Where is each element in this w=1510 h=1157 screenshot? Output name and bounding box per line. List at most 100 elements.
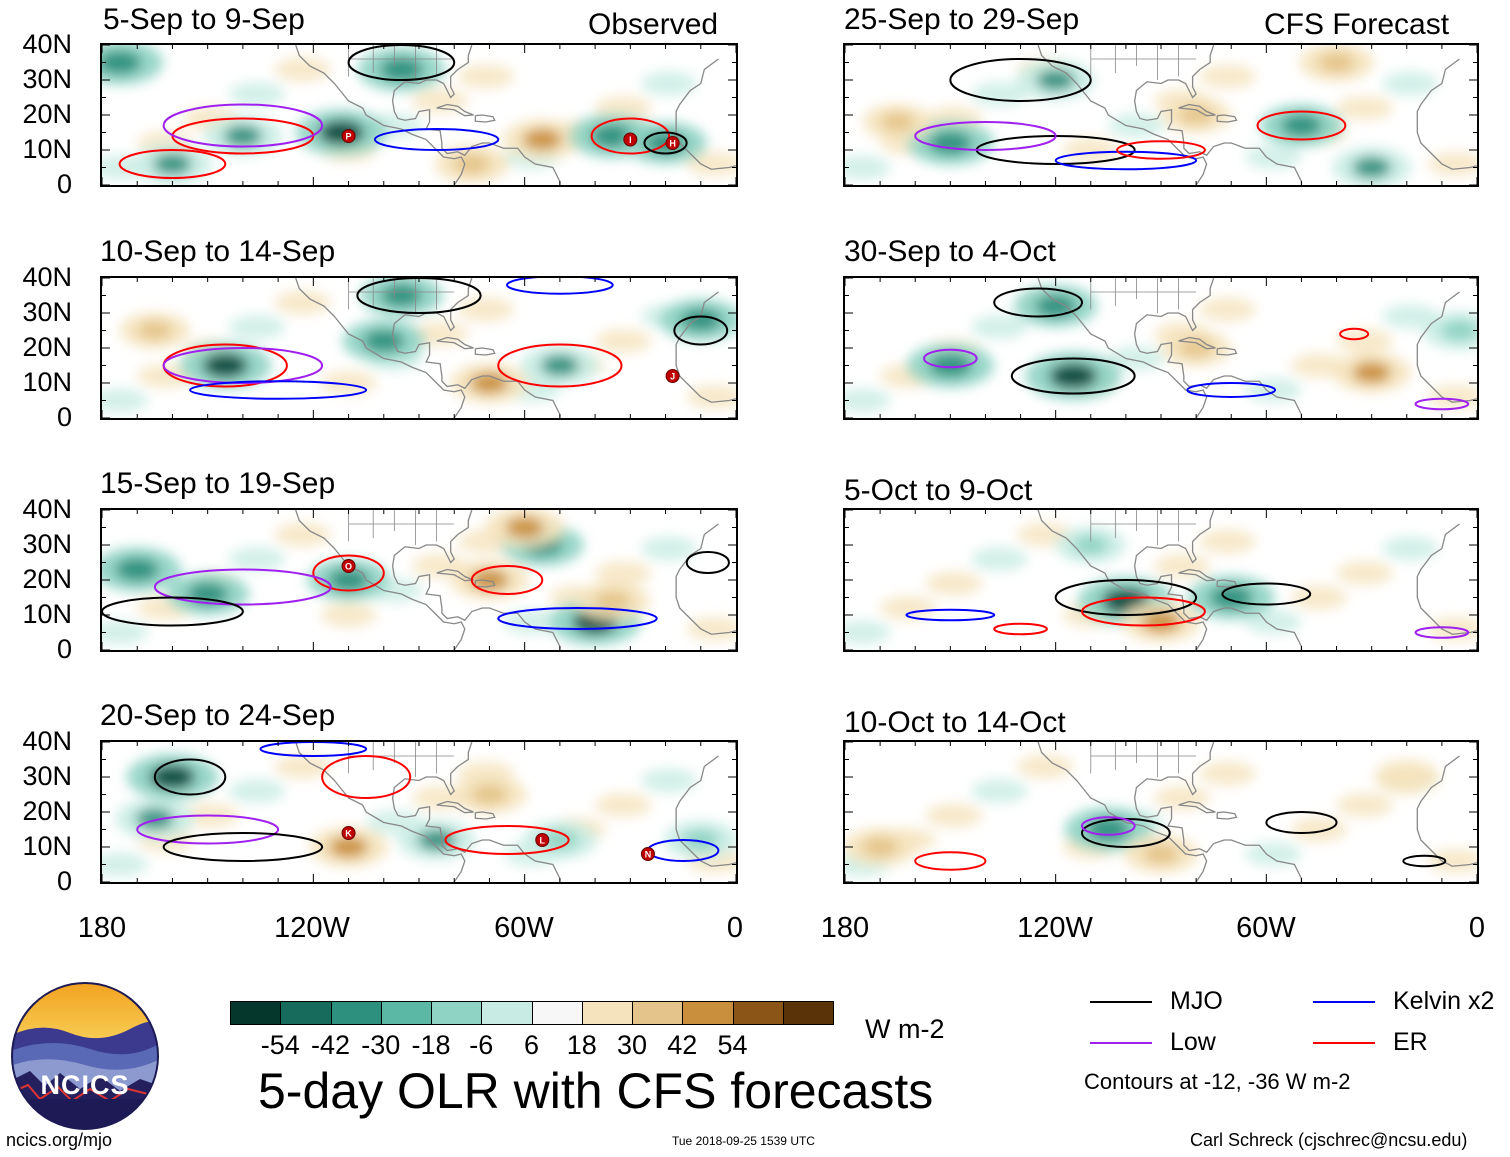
olr-anomaly-core (1209, 585, 1253, 610)
storm-marker (341, 559, 356, 573)
y-tick-label: 30N (22, 64, 72, 94)
coastline-pacific (1037, 45, 1208, 185)
coastline-africa (1416, 523, 1477, 635)
colorbar-label: 18 (566, 1030, 597, 1060)
olr-background-blob (1199, 761, 1256, 786)
contour-kelvin (373, 128, 500, 151)
legend-kelvin: Kelvin x2 (1393, 987, 1495, 1015)
y-tick-label: 40N (22, 494, 72, 524)
map-panel (843, 276, 1479, 420)
y-tick-label: 0 (56, 634, 72, 664)
olr-background-blob (1336, 96, 1393, 120)
olr-background-blob (1199, 64, 1256, 89)
olr-background-blob (228, 315, 285, 339)
y-tick-label: 30N (22, 761, 72, 791)
storm-label: I (629, 135, 632, 145)
footer-timestamp: Tue 2018-09-25 1539 UTC (672, 1134, 815, 1148)
colorbar-segment (581, 1001, 633, 1025)
colorbar-label: -18 (411, 1030, 451, 1060)
olr-anomaly-core (1035, 294, 1077, 318)
olr-background-blob (228, 82, 285, 106)
olr-anomaly-core (102, 50, 142, 75)
legend-er: ER (1393, 1028, 1428, 1056)
colorbar-segment (531, 1001, 583, 1025)
colorbar-label: -54 (260, 1030, 300, 1060)
storm-label: J (670, 372, 675, 382)
olr-anomaly-core (379, 57, 423, 82)
olr-anomaly-core (1036, 69, 1075, 91)
contour-low (162, 103, 324, 148)
coastline-africa (675, 755, 736, 867)
olr-background-blob (228, 779, 285, 803)
storm-label: N (645, 850, 652, 860)
colorbar-label: 30 (616, 1030, 648, 1060)
legend-line-mjo (1090, 1001, 1152, 1003)
coastline-pacific (295, 45, 466, 185)
coastline-cuba (436, 336, 474, 350)
olr-anomaly-core (1352, 156, 1391, 179)
colorbar-label: 6 (523, 1030, 540, 1060)
olr-background-blob (1336, 329, 1393, 353)
coastline-pacific (1037, 742, 1208, 882)
contour-kelvin (1054, 150, 1198, 171)
colorbar-segment (330, 1001, 382, 1025)
olr-anomaly-core (1086, 817, 1130, 842)
olr-background-blob (925, 803, 982, 828)
coastline-atlantic (391, 278, 561, 418)
contour-low (1414, 626, 1470, 639)
coastline-pacific (295, 742, 466, 882)
olr-anomaly-core (1143, 844, 1179, 864)
contour-mjo (1054, 579, 1198, 616)
colorbar-label: -30 (361, 1030, 401, 1060)
contour-mjo (102, 596, 244, 627)
colorbar-unit: W m-2 (865, 1014, 945, 1044)
y-tick-label: 10N (22, 599, 72, 629)
olr-anomaly-core (594, 591, 631, 611)
coastline-cuba (436, 800, 474, 814)
olr-background-blob (457, 297, 514, 322)
coastline-cuba (436, 568, 474, 582)
olr-anomaly-core (470, 569, 509, 591)
y-tick-label: 10N (22, 134, 72, 164)
olr-background-blob (102, 852, 148, 877)
olr-background-blob (228, 547, 285, 571)
olr-background-blob (641, 71, 698, 96)
contour-mjo (643, 131, 688, 155)
legend-low: Low (1170, 1028, 1216, 1056)
storm-marker (623, 132, 638, 147)
contour-low (153, 568, 332, 606)
y-tick-label: 20N (22, 796, 72, 826)
coastline-hispaniola (474, 811, 496, 820)
panel-title-4: 20-Sep to 24-Sep (100, 699, 336, 732)
olr-background-blob (595, 561, 652, 585)
colorbar-label: -42 (310, 1030, 351, 1060)
contour-er (497, 343, 623, 388)
colorbar-label: -6 (469, 1030, 494, 1060)
x-tick-label: 60W (494, 912, 554, 944)
olr-background-blob (1199, 297, 1256, 322)
map-panel (843, 43, 1479, 187)
coastline-cuba (1178, 568, 1216, 582)
contour-low (1081, 816, 1136, 836)
footer-url[interactable]: ncics.org/mjo (6, 1130, 113, 1150)
contour-low (162, 347, 324, 384)
coastline-pacific (1037, 278, 1208, 418)
olr-background-blob (1382, 304, 1439, 329)
olr-background-blob (1154, 786, 1211, 810)
contour-er (1116, 140, 1206, 160)
contour-er (590, 117, 671, 155)
panel-title-6: 30-Sep to 4-Oct (844, 235, 1056, 268)
coastline-hispaniola (1216, 114, 1238, 123)
y-tick-label: 40N (22, 262, 72, 292)
y-tick-label: 40N (22, 726, 72, 756)
olr-background-blob (1245, 842, 1302, 866)
panel-title-8: 10-Oct to 14-Oct (844, 706, 1066, 739)
olr-background-blob (274, 57, 331, 82)
coastline-hispaniola (474, 347, 496, 356)
forecast-header: CFS Forecast (1264, 8, 1450, 41)
olr-background-blob (845, 155, 891, 180)
contour-er (1256, 110, 1347, 141)
olr-anomaly-core (223, 125, 263, 147)
contour-er (444, 825, 570, 855)
y-tick-label: 0 (56, 169, 72, 199)
